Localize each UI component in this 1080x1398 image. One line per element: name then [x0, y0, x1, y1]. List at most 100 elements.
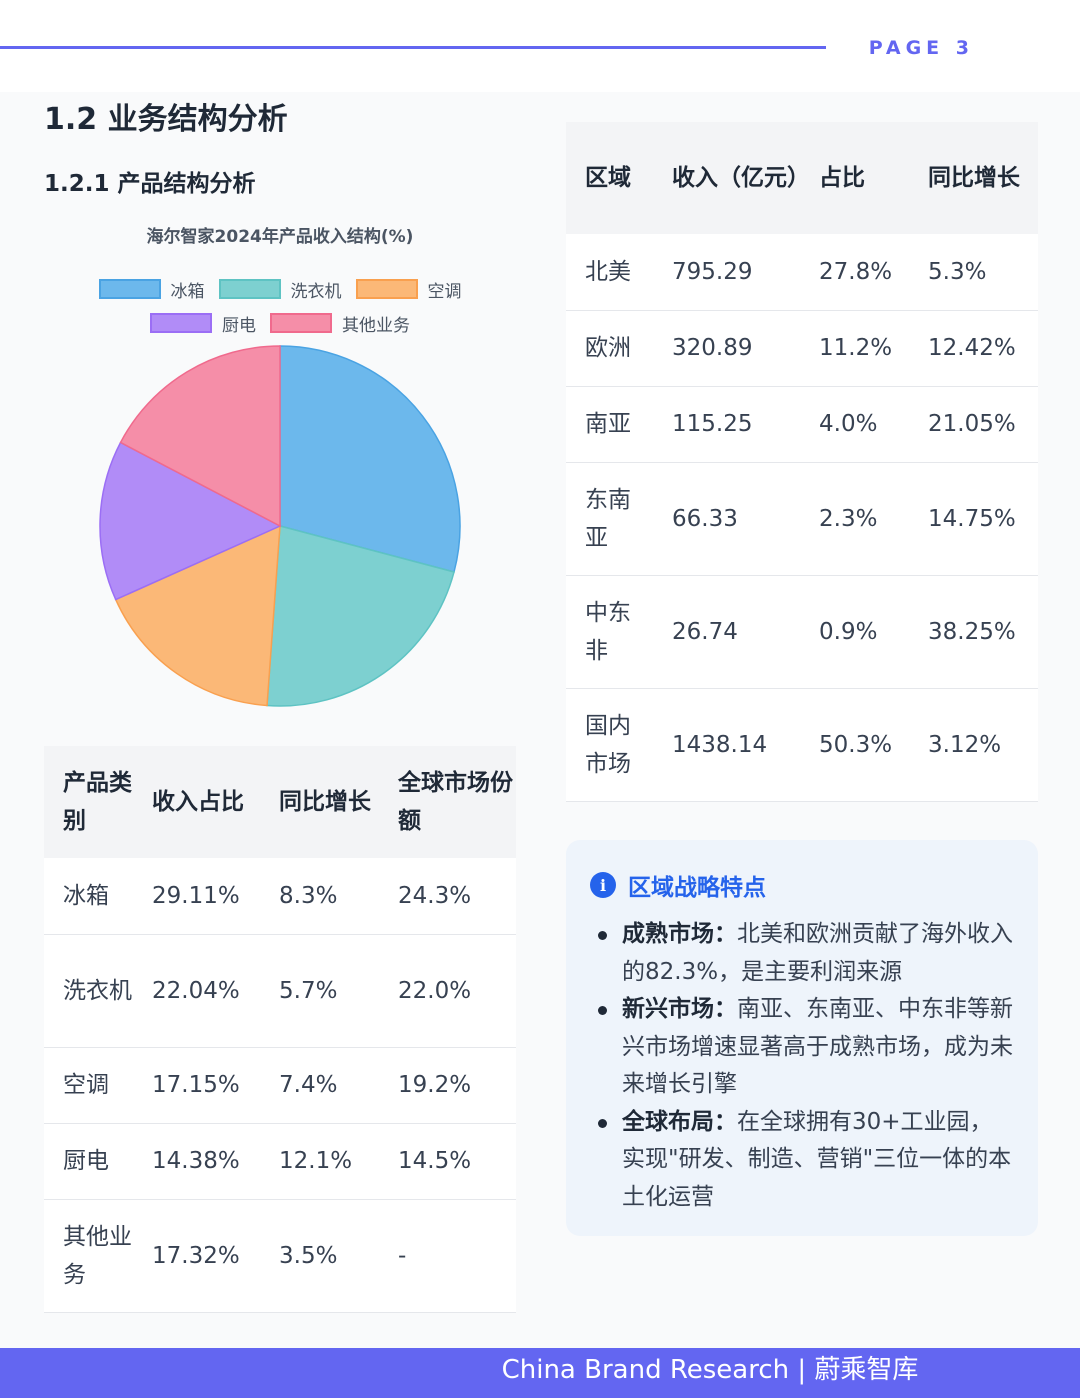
- section-title: 1.2 业务结构分析: [44, 102, 288, 137]
- table-cell: 中东非: [566, 575, 653, 689]
- table-cell: 22.04%: [133, 934, 260, 1048]
- pie-slice[interactable]: [279, 345, 461, 573]
- table-row: 南亚 115.25 4.0% 21.05%: [566, 386, 1038, 463]
- table-cell: 12.1%: [260, 1123, 379, 1200]
- page-label: PAGE 3: [868, 37, 974, 59]
- table-cell: 66.33: [653, 462, 800, 576]
- list-item: 全球布局：在全球拥有30+工业园，实现"研发、制造、营销"三位一体的本土化运营: [590, 1104, 1014, 1217]
- legend-item[interactable]: 其他业务: [270, 311, 410, 336]
- legend-swatch: [98, 279, 161, 299]
- legend-item[interactable]: 洗衣机: [218, 277, 342, 302]
- table-row: 北美 795.29 27.8% 5.3%: [566, 234, 1038, 311]
- sub-section-title: 1.2.1 产品结构分析: [44, 171, 256, 197]
- table-cell: 795.29: [653, 234, 800, 311]
- pie-slice[interactable]: [114, 524, 281, 707]
- table-row: 其他业务 17.32% 3.5% -: [44, 1199, 516, 1313]
- list-item: 新兴市场：南亚、东南亚、中东非等新兴市场增速显著高于成熟市场，成为未来增长引擎: [590, 991, 1014, 1104]
- pie-slice[interactable]: [119, 345, 281, 528]
- table-cell: 东南亚: [566, 462, 653, 576]
- table-cell: 26.74: [653, 575, 800, 689]
- list-item-text: 南亚、东南亚、中东非等新兴市场增速显著高于成熟市场，成为未来增长引擎: [622, 996, 1013, 1097]
- legend-item[interactable]: 冰箱: [98, 277, 205, 302]
- table-cell: 3.5%: [260, 1199, 379, 1313]
- table-cell: 8.3%: [260, 858, 379, 935]
- table-cell: 14.38%: [133, 1123, 260, 1200]
- table-cell: 3.12%: [909, 688, 1038, 802]
- legend-label: 空调: [427, 281, 462, 302]
- table-header-row: 产品类别 收入占比 同比增长 全球市场份额: [44, 746, 516, 858]
- table-cell: 欧洲: [566, 310, 653, 387]
- table-cell: 22.0%: [379, 934, 516, 1048]
- table-header-row: 区域 收入（亿元） 占比 同比增长: [566, 122, 1038, 234]
- table-cell: 洗衣机: [44, 934, 133, 1048]
- legend-label: 洗衣机: [290, 281, 342, 302]
- table-cell: 空调: [44, 1047, 133, 1124]
- column-header: 占比: [800, 122, 909, 234]
- table-cell: 5.3%: [909, 234, 1038, 311]
- footer-text: China Brand Research | 蔚乘智库: [501, 1355, 919, 1385]
- info-box-title: 区域战略特点: [628, 875, 766, 901]
- list-item-label: 全球布局: [622, 1108, 714, 1135]
- legend-swatch: [150, 313, 212, 333]
- chart-title: 海尔智家2024年产品收入结构(%): [146, 227, 414, 247]
- table-row: 厨电 14.38% 12.1% 14.5%: [44, 1123, 516, 1200]
- region-table: 区域 收入（亿元） 占比 同比增长 北美 795.29 27.8% 5.3% 欧洲 320…: [566, 122, 1038, 802]
- list-item-text: 北美和欧洲贡献了海外收入的82.3%，是主要利润来源: [622, 921, 1013, 985]
- column-header: 同比增长: [260, 746, 379, 858]
- table-cell: 5.7%: [260, 934, 379, 1048]
- column-header: 区域: [566, 122, 653, 234]
- table-cell: 19.2%: [379, 1047, 516, 1124]
- table-cell: 17.32%: [133, 1199, 260, 1313]
- column-header: 收入（亿元）: [653, 122, 810, 234]
- table-cell: 2.3%: [800, 462, 909, 576]
- table-cell: 其他业务: [44, 1199, 133, 1313]
- list-item-label: 成熟市场: [622, 921, 714, 947]
- product-pie-chart: 海尔智家2024年产品收入结构(%) 冰箱 洗衣机 空调 厨电 其他业务: [44, 210, 516, 730]
- legend-item[interactable]: 厨电: [150, 311, 256, 336]
- list-item-text: 在全球拥有30+工业园，实现"研发、制造、营销"三位一体的本土化运营: [622, 1108, 1012, 1210]
- legend-label: 冰箱: [170, 281, 205, 302]
- table-row: 洗衣机 22.04% 5.7% 22.0%: [44, 934, 516, 1048]
- legend-swatch: [218, 279, 281, 299]
- table-cell: 17.15%: [133, 1047, 260, 1124]
- product-table: 产品类别 收入占比 同比增长 全球市场份额 冰箱 29.11% 8.3% 24.3% 洗…: [44, 746, 516, 1313]
- legend-row: 冰箱 洗衣机 空调: [44, 272, 516, 306]
- pie-slice[interactable]: [266, 525, 455, 707]
- table-cell: 0.9%: [800, 575, 909, 689]
- table-cell: 50.3%: [800, 688, 909, 802]
- table-cell: 国内市场: [566, 688, 653, 802]
- legend-swatch: [270, 313, 332, 333]
- header-rule: [0, 46, 826, 49]
- pie-slice[interactable]: [99, 441, 282, 601]
- table-cell: 14.5%: [379, 1123, 516, 1200]
- footer-bar: China Brand Research | 蔚乘智库: [0, 1348, 1080, 1398]
- legend-label: 厨电: [222, 315, 256, 336]
- info-box-header: i 区域战略特点: [590, 868, 1014, 902]
- table-row: 冰箱 29.11% 8.3% 24.3%: [44, 858, 516, 935]
- info-list: 成熟市场：北美和欧洲贡献了海外收入的82.3%，是主要利润来源 新兴市场：南亚、…: [590, 916, 1014, 1216]
- table-cell: 24.3%: [379, 858, 516, 935]
- list-item-label: 新兴市场: [622, 996, 714, 1022]
- table-cell: 27.8%: [800, 234, 909, 311]
- table-cell: 21.05%: [909, 386, 1038, 463]
- table-cell: 厨电: [44, 1123, 133, 1200]
- legend-label: 其他业务: [342, 315, 410, 336]
- table-cell: 12.42%: [909, 310, 1038, 387]
- table-row: 欧洲 320.89 11.2% 12.42%: [566, 310, 1038, 387]
- legend-row: 厨电 其他业务: [44, 306, 516, 340]
- info-icon: i: [590, 872, 616, 898]
- table-cell: 14.75%: [909, 462, 1038, 576]
- legend-swatch: [355, 279, 418, 299]
- table-cell: 115.25: [653, 386, 800, 463]
- list-item: 成熟市场：北美和欧洲贡献了海外收入的82.3%，是主要利润来源: [590, 916, 1014, 991]
- table-row: 空调 17.15% 7.4% 19.2%: [44, 1047, 516, 1124]
- table-cell: 11.2%: [800, 310, 909, 387]
- table-row: 中东非 26.74 0.9% 38.25%: [566, 575, 1038, 689]
- column-header: 产品类别: [44, 746, 133, 858]
- column-header: 全球市场份额: [379, 746, 516, 858]
- legend-item[interactable]: 空调: [355, 277, 462, 302]
- table-cell: 1438.14: [653, 688, 800, 802]
- table-cell: -: [379, 1199, 516, 1313]
- table-cell: 29.11%: [133, 858, 260, 935]
- strategy-info-box: i 区域战略特点 成熟市场：北美和欧洲贡献了海外收入的82.3%，是主要利润来源…: [566, 840, 1038, 1236]
